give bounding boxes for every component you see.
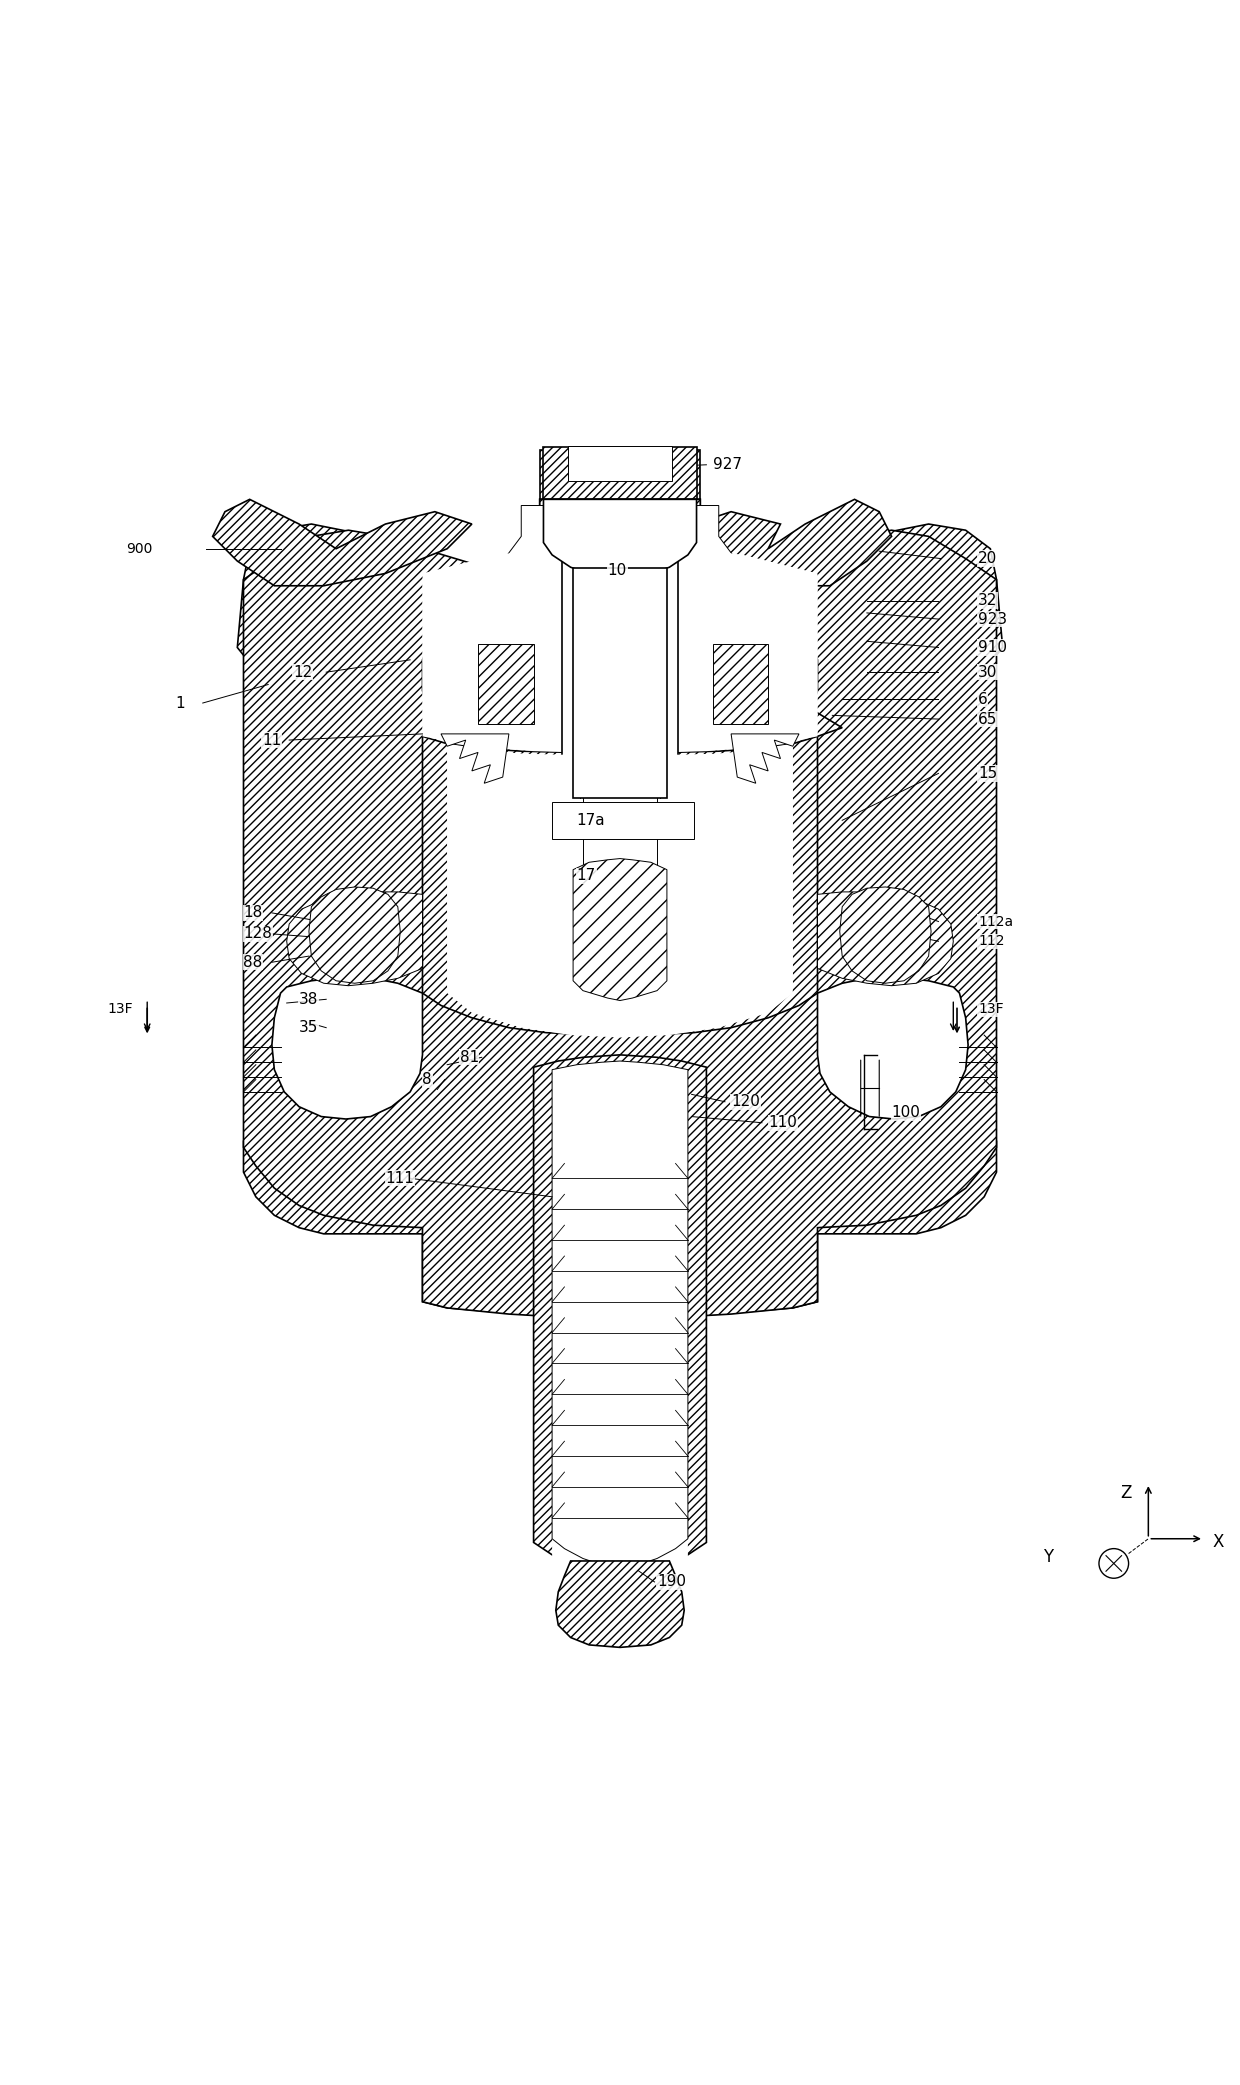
Bar	[479, 644, 533, 723]
Polygon shape	[423, 736, 817, 1034]
Polygon shape	[694, 498, 892, 586]
Text: 20: 20	[978, 550, 997, 567]
Bar	[539, 450, 701, 498]
Text: 112a: 112a	[978, 915, 1013, 928]
Text: 923: 923	[978, 611, 1007, 628]
Bar	[552, 803, 694, 838]
Bar	[583, 771, 657, 932]
Text: 88: 88	[243, 955, 263, 970]
Bar	[573, 759, 667, 945]
Text: 30: 30	[978, 665, 997, 680]
Text: 65: 65	[978, 711, 997, 726]
Polygon shape	[448, 744, 792, 1026]
Text: 927: 927	[713, 457, 742, 473]
Text: 35: 35	[299, 1020, 319, 1034]
Polygon shape	[552, 1061, 688, 1587]
Polygon shape	[237, 498, 1003, 1378]
Text: X: X	[1213, 1532, 1224, 1551]
Polygon shape	[533, 1055, 707, 1574]
Bar	[564, 494, 676, 511]
Polygon shape	[212, 498, 472, 586]
Text: Y: Y	[1043, 1549, 1054, 1566]
Text: Z: Z	[1120, 1485, 1131, 1501]
Text: 81: 81	[460, 1051, 479, 1065]
Text: 38: 38	[299, 992, 319, 1007]
Polygon shape	[423, 548, 817, 753]
Polygon shape	[309, 886, 401, 984]
Text: 13F: 13F	[978, 1003, 1003, 1015]
Text: 17a: 17a	[577, 813, 605, 828]
Bar	[580, 521, 660, 796]
Polygon shape	[243, 498, 997, 1380]
Polygon shape	[448, 744, 792, 1038]
Polygon shape	[817, 978, 968, 1120]
Polygon shape	[556, 1562, 684, 1647]
Text: 18: 18	[243, 905, 263, 919]
Text: 100: 100	[892, 1105, 920, 1120]
Text: 13F: 13F	[108, 1003, 134, 1015]
Bar	[573, 569, 667, 799]
Bar	[568, 446, 672, 482]
Polygon shape	[817, 892, 954, 986]
Bar	[562, 511, 678, 803]
Text: 10: 10	[608, 563, 627, 578]
Polygon shape	[732, 734, 799, 784]
Text: 190: 190	[657, 1574, 686, 1589]
Text: 900: 900	[126, 542, 153, 557]
Text: 6: 6	[978, 692, 988, 707]
Text: 1: 1	[176, 696, 185, 711]
Text: 32: 32	[978, 592, 997, 609]
Text: 128: 128	[243, 926, 273, 940]
Text: 8: 8	[423, 1072, 432, 1086]
Bar	[543, 448, 697, 498]
Text: 11: 11	[262, 732, 281, 749]
Polygon shape	[573, 859, 667, 1001]
Polygon shape	[445, 505, 795, 717]
Polygon shape	[839, 886, 931, 984]
Text: 12: 12	[293, 665, 312, 680]
Text: 112: 112	[978, 934, 1004, 949]
Polygon shape	[423, 546, 817, 753]
Text: 120: 120	[732, 1095, 760, 1109]
Text: 15: 15	[978, 765, 997, 782]
Polygon shape	[552, 1061, 688, 1568]
Polygon shape	[272, 978, 423, 1120]
Bar	[713, 644, 768, 723]
Text: 110: 110	[768, 1115, 797, 1130]
Text: 17: 17	[577, 867, 596, 884]
Polygon shape	[441, 734, 508, 784]
Polygon shape	[286, 892, 423, 986]
Polygon shape	[423, 498, 842, 736]
Text: 910: 910	[978, 640, 1007, 655]
Polygon shape	[543, 498, 697, 575]
Text: 111: 111	[386, 1172, 414, 1186]
